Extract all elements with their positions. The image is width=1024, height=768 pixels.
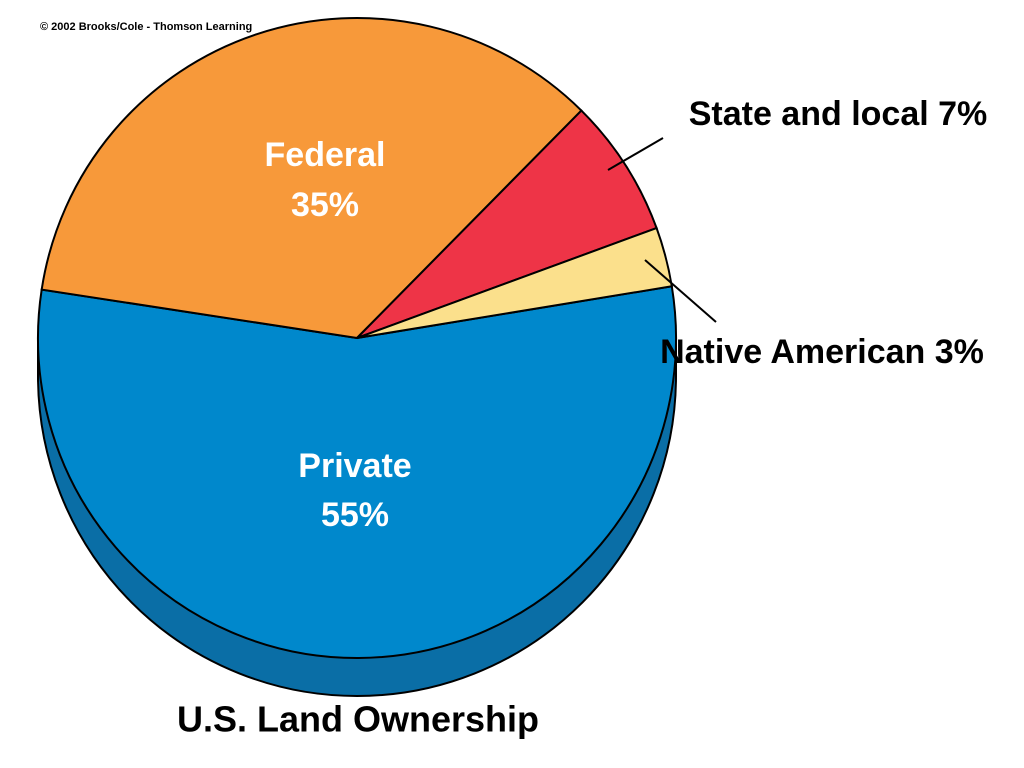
leader-line	[644, 259, 717, 323]
pie-slice	[37, 285, 677, 659]
chart-title: U.S. Land Ownership	[177, 699, 539, 740]
slice-label: Private	[298, 447, 411, 485]
leader-line	[607, 137, 664, 171]
category-label: Native American	[660, 333, 925, 371]
value-label: 55%	[321, 496, 389, 534]
pie-slice	[356, 109, 658, 339]
slice-label: Federal	[265, 136, 386, 174]
pie-slice	[40, 17, 583, 340]
category-label: State and local	[689, 95, 929, 133]
pie-slice	[356, 226, 673, 339]
value-label: 35%	[291, 186, 359, 224]
credit: © 2002 Brooks/Cole - Thomson Learning	[40, 21, 252, 33]
value-label: 3%	[935, 333, 984, 371]
value-label: 7%	[938, 95, 987, 133]
slice-label: State and local 7%	[689, 95, 988, 133]
slice-label: Native American 3%	[660, 333, 984, 371]
